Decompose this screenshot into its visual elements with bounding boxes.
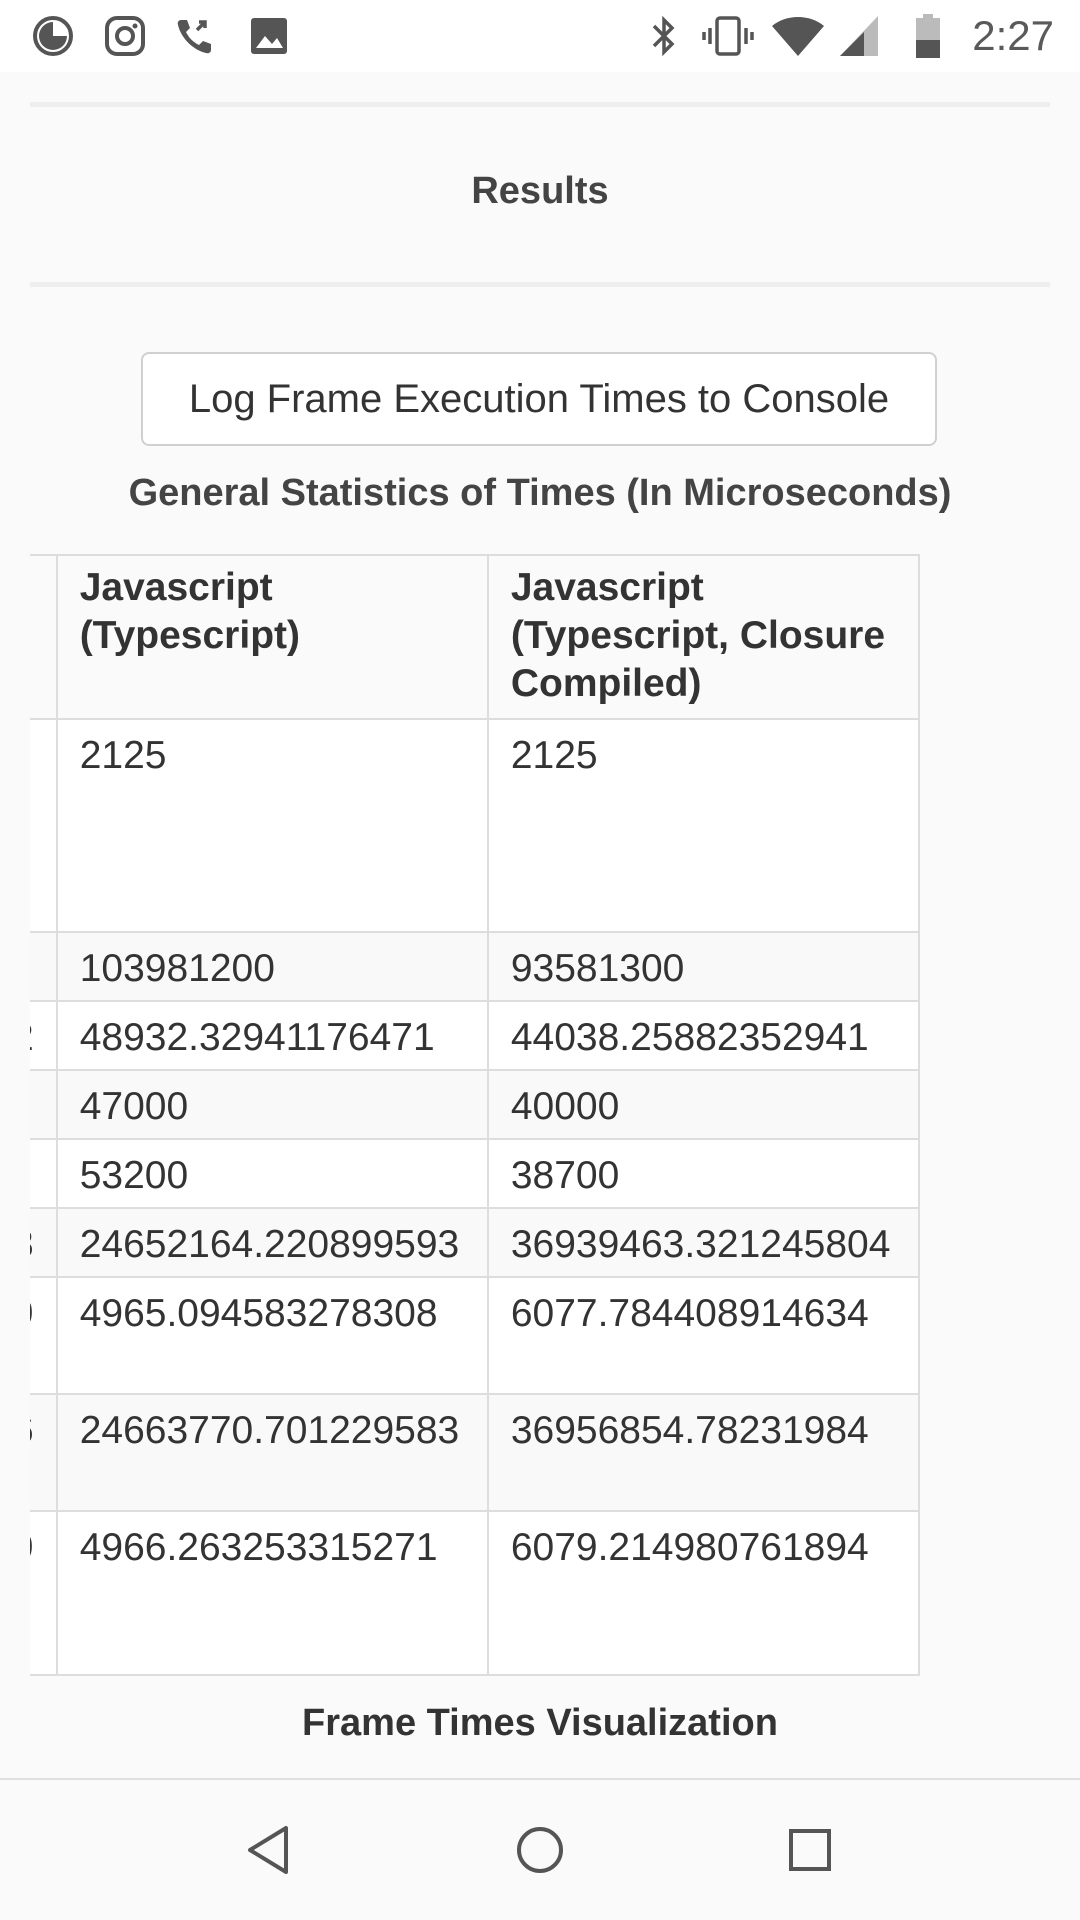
table-cell: 5018 (30, 1207, 58, 1278)
battery-icon (910, 12, 946, 60)
table-cell: 44038.25882352941 (486, 1000, 921, 1071)
table-cell: 47000 (55, 1069, 489, 1140)
table-cell: 36939463.321245804 (486, 1207, 921, 1278)
missed-call-icon (172, 12, 218, 60)
table-cell: 40000 (486, 1069, 921, 1140)
table-cell: 93581300 (486, 931, 921, 1002)
table-cell: 2125 (486, 718, 921, 933)
table-row: 2352 48932.32941176471 44038.25882352941 (30, 1000, 921, 1071)
table-cell: 48932.32941176471 (55, 1000, 489, 1071)
recents-icon[interactable] (774, 1814, 846, 1886)
table-cell (30, 1069, 58, 1140)
wifi-icon (770, 12, 826, 60)
table-cell: 103981200 (55, 931, 489, 1002)
table-cell: 6079.214980761894 (486, 1510, 921, 1676)
home-icon[interactable] (504, 1814, 576, 1886)
column-header-javascript: Javascript (Typescript) (55, 554, 489, 720)
results-heading: Results (471, 170, 609, 212)
table-cell: 24652164.220899593 (55, 1207, 489, 1278)
table-cell: 4966.263253315271 (55, 1510, 489, 1676)
table-cell (30, 718, 58, 933)
table-cell: 359 (30, 1510, 58, 1676)
results-divider (30, 282, 1050, 287)
table-row: 47000 40000 (30, 1069, 921, 1140)
table-cell: 53200 (55, 1138, 489, 1209)
table-cell: 019 (30, 1276, 58, 1395)
table-cell: 2125 (55, 718, 489, 933)
table-cell: 36956854.78231984 (486, 1393, 921, 1512)
navigation-bar (0, 1778, 1080, 1920)
table-cell: 38700 (486, 1138, 921, 1209)
column-header-javascript-closure: Javascript (Typescript, Closure Compiled… (486, 554, 921, 720)
table-cell (30, 1138, 58, 1209)
status-bar: 2:27 (0, 0, 1080, 72)
column-header-web: Web (30, 554, 58, 720)
table-cell (30, 931, 58, 1002)
table-row: 2125 2125 (30, 718, 921, 933)
vibrate-icon (700, 12, 756, 60)
instagram-icon (102, 12, 148, 60)
table-header-row: Web Javascript (Typescript) Javascript (… (30, 554, 921, 720)
table-cell: 7866 (30, 1393, 58, 1512)
signal-icon (838, 12, 882, 60)
table-row: 019 4965.094583278308 6077.784408914634 (30, 1276, 921, 1395)
stats-table: Web Javascript (Typescript) Javascript (… (30, 554, 921, 1676)
table-cell: 24663770.701229583 (55, 1393, 489, 1512)
table-row: 103981200 93581300 (30, 931, 921, 1002)
table-row: 5018 24652164.220899593 36939463.3212458… (30, 1207, 921, 1278)
table-row: 359 4966.263253315271 6079.214980761894 (30, 1510, 921, 1676)
table-row: 53200 38700 (30, 1138, 921, 1209)
frame-times-visualization-heading: Frame Times Visualization (302, 1702, 778, 1744)
table-cell: 4965.094583278308 (55, 1276, 489, 1395)
table-cell: 6077.784408914634 (486, 1276, 921, 1395)
image-icon (246, 12, 292, 60)
top-divider (30, 102, 1050, 107)
back-icon[interactable] (234, 1814, 306, 1886)
table-cell: 2352 (30, 1000, 58, 1071)
bluetooth-icon (644, 12, 684, 60)
data-saver-icon (30, 12, 76, 60)
status-time: 2:27 (972, 12, 1054, 59)
page-content[interactable]: Results Log Frame Execution Times to Con… (30, 72, 1050, 1778)
table-row: 7866 24663770.701229583 36956854.7823198… (30, 1393, 921, 1512)
stats-table-scroller[interactable]: Web Javascript (Typescript) Javascript (… (30, 554, 1050, 1754)
log-frame-times-button[interactable]: Log Frame Execution Times to Console (141, 352, 937, 446)
stats-heading: General Statistics of Times (In Microsec… (128, 472, 952, 514)
